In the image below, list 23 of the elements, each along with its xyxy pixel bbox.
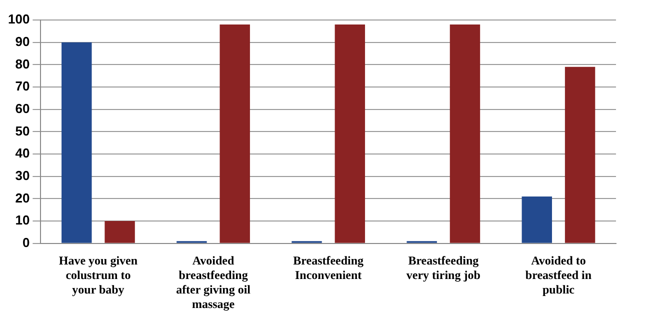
bar <box>220 24 250 243</box>
x-tick-label: Breastfeeding very tiring job <box>406 254 481 282</box>
bar <box>564 66 596 243</box>
y-tick-label: 90 <box>15 34 30 49</box>
y-tick-label: 40 <box>15 146 30 161</box>
y-tick-label: 30 <box>15 168 30 183</box>
y-tick-label: 0 <box>22 234 30 250</box>
bar <box>522 196 552 243</box>
x-tick-label: Breastfeeding Inconvenient <box>293 254 364 282</box>
y-tick-label: 20 <box>15 190 30 206</box>
y-tick-label: 80 <box>15 56 30 72</box>
bar <box>450 24 480 243</box>
x-tick-label: Avoided breastfeeding after giving oil massage <box>176 254 252 311</box>
bar <box>104 221 135 243</box>
y-tick-label: 70 <box>15 78 30 94</box>
x-tick-label: Have you given colustrum to your baby <box>58 254 138 296</box>
y-tick-label: 50 <box>15 123 30 138</box>
y-tick-label: 10 <box>15 212 30 228</box>
y-tick-label: 100 <box>8 12 30 27</box>
bar <box>334 24 366 243</box>
y-tick-label: 60 <box>15 100 30 116</box>
bar <box>62 42 92 243</box>
x-tick-label: Avoided to breastfeed in public <box>525 254 592 296</box>
